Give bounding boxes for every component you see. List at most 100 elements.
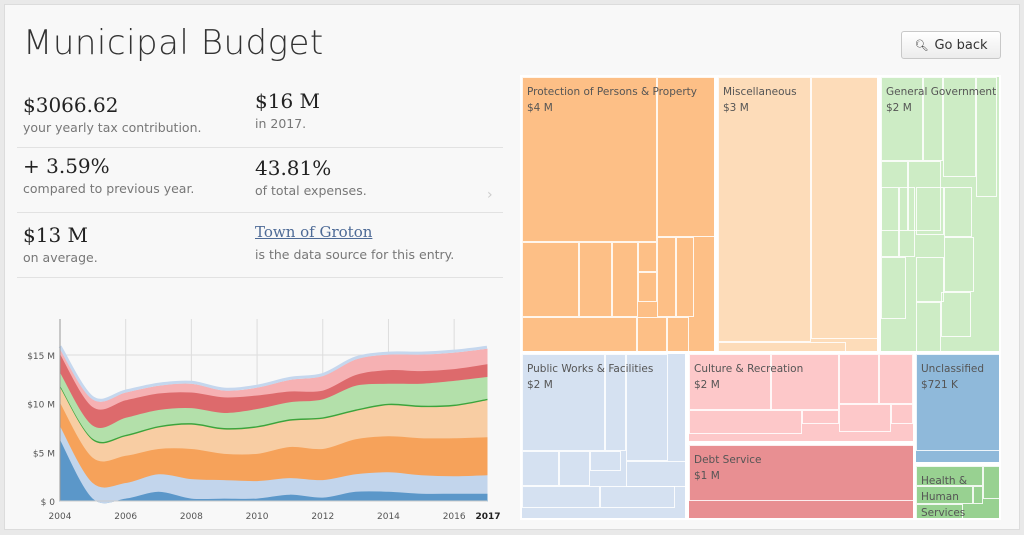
treemap-subtile[interactable] — [973, 486, 983, 504]
page: Municipal Budget 🔍︎ Go back $3066.62 your… — [4, 4, 1020, 530]
treemap-subtile[interactable] — [943, 77, 976, 177]
treemap-subtile[interactable] — [916, 257, 944, 302]
change-caption: compared to previous year. — [23, 181, 195, 196]
go-back-label: Go back — [934, 37, 988, 53]
treemap-subtile[interactable] — [605, 354, 626, 451]
x-tick-label: 2010 — [246, 512, 269, 522]
share-caption: of total expenses. — [255, 183, 367, 198]
treemap-label: General Government $2 M — [886, 84, 996, 116]
treemap-category: Health & Human Services — [921, 475, 968, 519]
treemap-subtile[interactable] — [908, 161, 941, 231]
treemap-tile[interactable]: Protection of Persons & Property $4 M — [520, 75, 716, 353]
source-caption: is the data source for this entry. — [255, 247, 455, 262]
treemap-category: Debt Service — [694, 454, 762, 466]
treemap-subtile[interactable] — [881, 257, 906, 319]
treemap-subtile[interactable] — [579, 242, 612, 317]
treemap-subtile[interactable] — [879, 354, 913, 404]
treemap-tile[interactable]: Debt Service $1 M — [687, 443, 915, 520]
treemap-subtile[interactable] — [676, 237, 694, 317]
treemap-subtile[interactable] — [771, 354, 839, 410]
treemap-subtile[interactable] — [590, 451, 621, 471]
treemap-subtile[interactable] — [881, 77, 923, 161]
treemap-subtile[interactable] — [638, 272, 657, 302]
treemap-subtile[interactable] — [626, 354, 668, 461]
treemap-category: Miscellaneous — [723, 86, 797, 98]
treemap-category: Culture & Recreation — [694, 363, 804, 375]
average-value: $13 M — [23, 223, 89, 247]
top-outline — [58, 345, 488, 402]
x-tick-label: 2008 — [180, 512, 203, 522]
go-back-button[interactable]: 🔍︎ Go back — [901, 31, 1001, 59]
tax-value: $3066.62 — [23, 93, 119, 117]
treemap-subtile[interactable] — [916, 504, 963, 518]
treemap-subtile[interactable] — [811, 77, 877, 339]
x-tick-label: 2016 — [443, 512, 466, 522]
treemap-value: $3 M — [723, 102, 749, 114]
treemap-subtile[interactable] — [638, 242, 657, 272]
treemap-subtile[interactable] — [839, 404, 891, 432]
tax-caption: your yearly tax contribution. — [23, 120, 202, 135]
page-title: Municipal Budget — [23, 23, 324, 63]
treemap-subtile[interactable] — [522, 242, 579, 317]
treemap-subtile[interactable] — [522, 486, 600, 508]
treemap-subtile[interactable] — [923, 77, 943, 161]
treemap-subtile[interactable] — [657, 237, 676, 317]
treemap-subtile[interactable] — [899, 187, 915, 257]
treemap-subtile[interactable] — [522, 354, 605, 451]
treemap-label: Protection of Persons & Property $4 M — [527, 84, 697, 116]
treemap-subtile[interactable] — [839, 354, 879, 404]
treemap-subtile[interactable] — [941, 292, 971, 337]
treemap-subtile[interactable] — [718, 342, 846, 351]
treemap-subtile[interactable] — [600, 486, 675, 508]
area-series-7 — [59, 346, 488, 410]
treemap-tile[interactable]: Miscellaneous $3 M — [716, 75, 879, 353]
treemap-tile[interactable]: Culture & Recreation $2 M — [687, 352, 915, 443]
y-tick-label: $ 0 — [41, 498, 56, 508]
treemap-subtile[interactable] — [612, 242, 638, 317]
treemap-subtile[interactable] — [891, 404, 913, 424]
treemap-tile[interactable]: Unclassified $721 K — [914, 352, 1001, 464]
total-caption: in 2017. — [255, 116, 307, 131]
stats-row: $13 M on average. Town of Groton is the da… — [17, 213, 503, 278]
treemap-subtile[interactable] — [667, 317, 689, 351]
treemap-subtile[interactable] — [626, 461, 685, 487]
total-value: $16 M — [255, 89, 321, 113]
treemap-subtile[interactable] — [559, 451, 590, 486]
treemap-subtile[interactable] — [976, 77, 997, 197]
y-tick-label: $15 M — [27, 352, 55, 362]
treemap-category: Unclassified — [921, 363, 985, 375]
treemap-label: Unclassified $721 K — [921, 361, 984, 393]
treemap-subtile[interactable] — [522, 77, 657, 242]
treemap-subtile[interactable] — [881, 187, 899, 257]
treemap-subtile[interactable] — [657, 77, 714, 237]
treemap-subtile[interactable] — [916, 302, 941, 351]
treemap-label: Public Works & Facilities $2 M — [527, 361, 653, 393]
average-caption: on average. — [23, 250, 98, 265]
treemap-label: Debt Service $1 M — [694, 452, 761, 484]
treemap-tile[interactable]: Health & Human Services — [914, 464, 1001, 520]
treemap-subtile[interactable] — [916, 187, 944, 235]
treemap-category: Public Works & Facilities — [527, 363, 654, 375]
treemap-subtile[interactable] — [689, 410, 802, 434]
treemap-subtile[interactable] — [916, 354, 999, 451]
treemap-subtile[interactable] — [637, 317, 667, 351]
treemap-tile[interactable]: General Government $2 M — [879, 75, 1001, 353]
treemap-tile[interactable]: Public Works & Facilities $2 M — [520, 352, 687, 520]
treemap-subtile[interactable] — [689, 445, 913, 501]
treemap-subtile[interactable] — [916, 466, 983, 486]
source-link[interactable]: Town of Groton — [255, 223, 373, 241]
share-value: 43.81% — [255, 156, 332, 180]
x-tick-label: 2017 — [475, 512, 500, 522]
treemap-subtile[interactable] — [522, 317, 637, 351]
treemap-subtile[interactable] — [689, 354, 771, 410]
treemap-subtile[interactable] — [916, 486, 973, 504]
chevron-right-icon[interactable]: › — [487, 187, 493, 203]
treemap-subtile[interactable] — [944, 187, 972, 237]
treemap-subtile[interactable] — [522, 451, 559, 486]
treemap-value: $4 M — [527, 102, 553, 114]
treemap-subtile[interactable] — [983, 466, 999, 499]
treemap-subtile[interactable] — [802, 410, 839, 424]
treemap-subtile[interactable] — [718, 77, 811, 342]
treemap-subtile[interactable] — [944, 237, 974, 292]
x-tick-label: 2014 — [377, 512, 400, 522]
